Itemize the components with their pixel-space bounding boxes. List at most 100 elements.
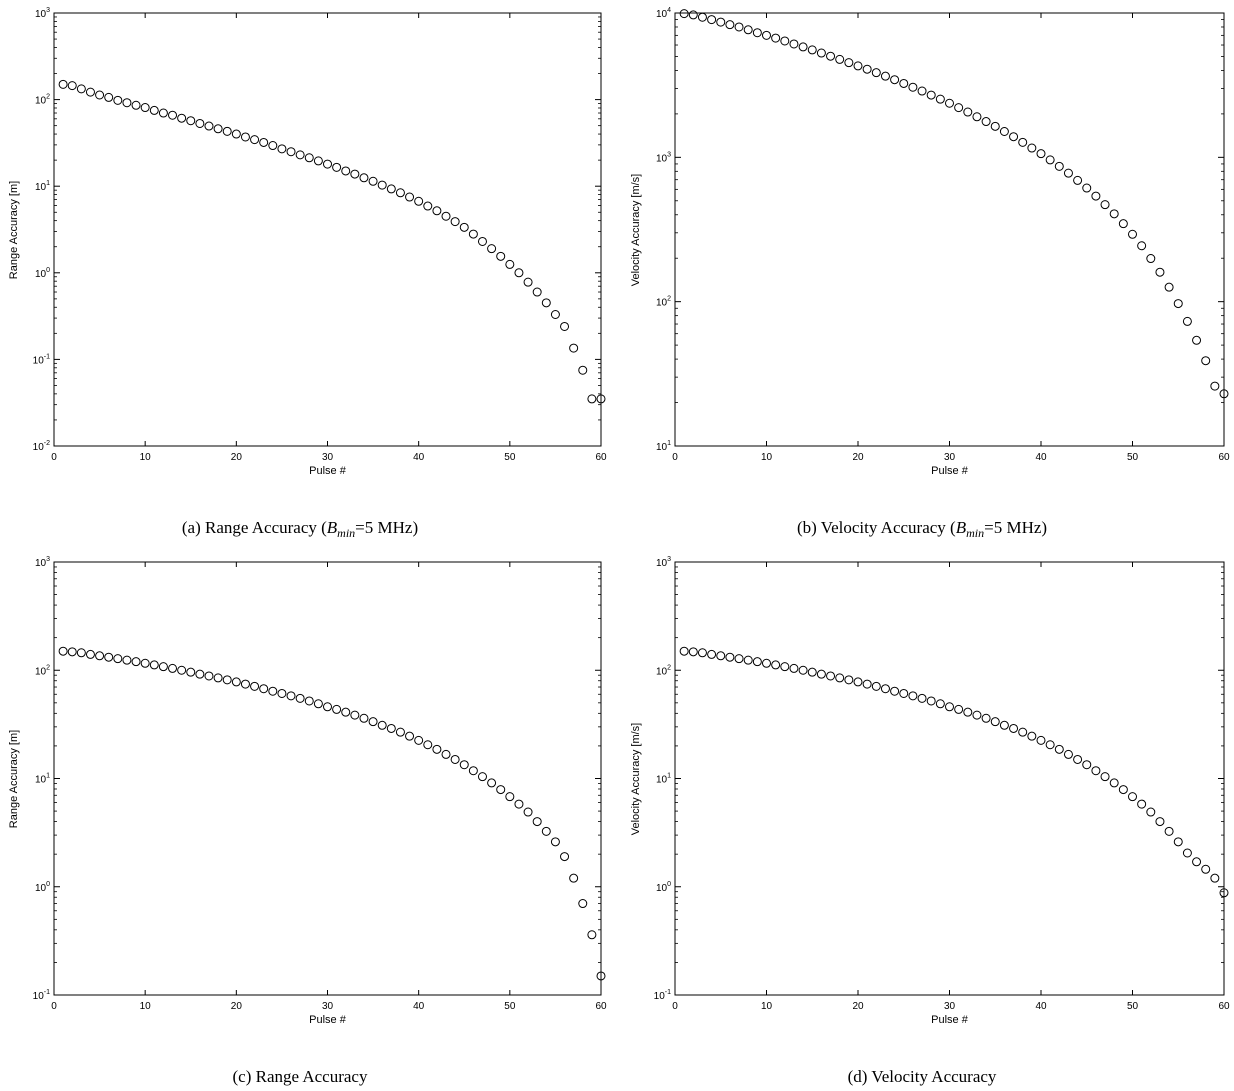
data-point bbox=[1082, 183, 1092, 193]
data-point bbox=[468, 766, 478, 776]
data-point bbox=[496, 251, 506, 261]
data-point bbox=[213, 124, 223, 134]
x-tick-label: 30 bbox=[944, 1001, 956, 1012]
y-tick-label: 10-2 bbox=[33, 440, 50, 453]
data-point bbox=[377, 720, 387, 730]
data-point bbox=[168, 110, 178, 120]
x-axis-label: Pulse # bbox=[931, 1014, 969, 1026]
x-tick-label: 40 bbox=[1035, 452, 1047, 463]
data-point bbox=[990, 121, 1000, 131]
y-tick-label: 102 bbox=[35, 664, 50, 677]
data-point bbox=[131, 100, 141, 110]
data-point bbox=[990, 717, 1000, 727]
y-tick-label: 10-1 bbox=[33, 989, 50, 1002]
data-point bbox=[304, 153, 314, 163]
data-point bbox=[1036, 149, 1046, 159]
x-tick-label: 30 bbox=[322, 452, 334, 463]
data-point bbox=[1027, 143, 1037, 153]
plot-frame bbox=[674, 12, 1225, 447]
data-point bbox=[734, 654, 744, 664]
data-point bbox=[1063, 168, 1073, 178]
data-point bbox=[423, 201, 433, 211]
data-point bbox=[122, 98, 132, 108]
data-point bbox=[1219, 389, 1229, 399]
x-tick-label: 50 bbox=[504, 452, 516, 463]
x-tick-label: 60 bbox=[1218, 1001, 1230, 1012]
data-point bbox=[1210, 873, 1220, 883]
data-point bbox=[487, 778, 497, 788]
data-point bbox=[323, 159, 332, 169]
data-point bbox=[1100, 200, 1110, 210]
data-point bbox=[762, 658, 771, 668]
data-point bbox=[1045, 155, 1055, 165]
data-point bbox=[999, 127, 1009, 137]
data-point bbox=[1109, 778, 1119, 788]
data-point bbox=[149, 105, 159, 115]
data-point bbox=[368, 176, 378, 186]
data-point bbox=[569, 343, 579, 353]
data-point bbox=[277, 144, 287, 154]
data-point bbox=[1192, 335, 1202, 345]
data-point bbox=[679, 646, 689, 656]
data-point bbox=[1201, 356, 1211, 366]
data-point bbox=[213, 673, 223, 683]
data-point bbox=[807, 667, 817, 677]
data-point bbox=[386, 723, 396, 733]
data-point bbox=[816, 669, 826, 679]
data-point bbox=[926, 696, 936, 706]
data-point bbox=[76, 648, 86, 658]
data-point bbox=[405, 731, 415, 741]
data-point bbox=[734, 22, 744, 32]
data-point bbox=[771, 660, 781, 670]
data-point bbox=[816, 48, 826, 58]
data-point bbox=[149, 660, 159, 670]
data-point bbox=[743, 655, 753, 665]
data-point bbox=[862, 679, 872, 689]
data-point bbox=[158, 108, 168, 118]
data-point bbox=[707, 15, 717, 25]
data-point bbox=[826, 51, 836, 61]
data-point bbox=[532, 817, 542, 827]
x-tick-label: 10 bbox=[140, 452, 152, 463]
data-point bbox=[550, 309, 560, 319]
data-point bbox=[780, 36, 790, 46]
data-point bbox=[688, 647, 698, 657]
data-point bbox=[432, 744, 442, 754]
data-point bbox=[578, 365, 588, 375]
data-point bbox=[798, 42, 808, 52]
y-tick-label: 101 bbox=[656, 773, 671, 786]
y-tick-label: 103 bbox=[35, 556, 50, 569]
data-point bbox=[999, 720, 1009, 730]
x-tick-label: 50 bbox=[504, 1001, 516, 1012]
data-point bbox=[1128, 792, 1137, 802]
data-point bbox=[341, 166, 351, 176]
data-point bbox=[350, 710, 360, 720]
data-point bbox=[880, 71, 890, 81]
data-point bbox=[313, 156, 323, 166]
x-tick-label: 50 bbox=[1127, 1001, 1139, 1012]
data-point bbox=[532, 287, 542, 297]
y-tick-label: 100 bbox=[656, 881, 671, 894]
data-point bbox=[1054, 161, 1064, 171]
x-tick-label: 60 bbox=[595, 1001, 607, 1012]
data-point bbox=[771, 33, 781, 43]
data-point bbox=[569, 873, 579, 883]
data-point bbox=[395, 727, 405, 737]
y-tick-label: 103 bbox=[656, 151, 671, 164]
subfigure-caption: (c) Range Accuracy bbox=[233, 1067, 368, 1086]
data-point bbox=[505, 259, 515, 269]
data-point bbox=[596, 394, 606, 404]
data-point bbox=[58, 79, 68, 89]
data-point bbox=[177, 113, 187, 123]
data-point bbox=[1182, 316, 1192, 326]
data-point bbox=[1118, 785, 1128, 795]
y-tick-label: 100 bbox=[35, 881, 50, 894]
data-point bbox=[789, 39, 799, 49]
data-point bbox=[67, 81, 77, 91]
data-point bbox=[1073, 175, 1083, 185]
data-point bbox=[716, 17, 726, 27]
x-axis-label: Pulse # bbox=[309, 465, 347, 477]
data-point bbox=[277, 688, 287, 698]
subplot-c: 0 10 20 30 40 50 60 10-1 100 101 102 103 Pulse # Rang… bbox=[8, 556, 607, 1086]
